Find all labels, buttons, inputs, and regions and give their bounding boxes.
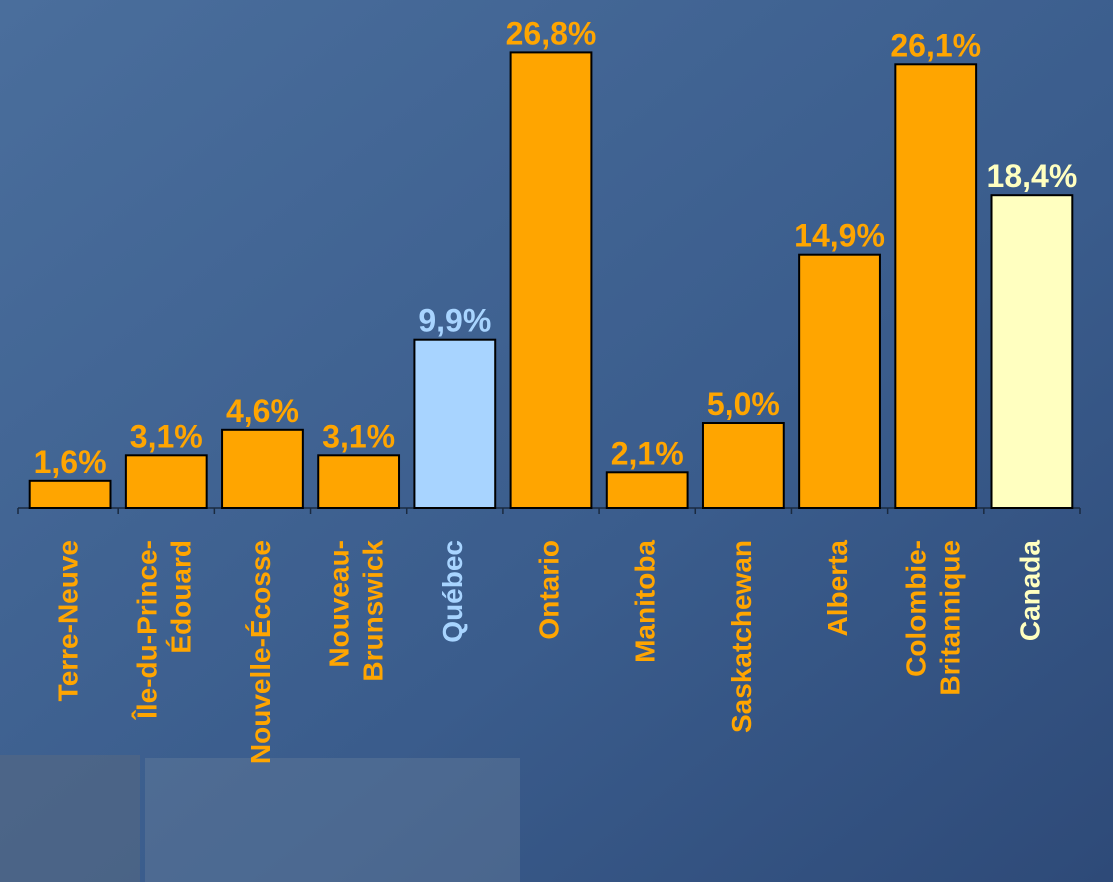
bar	[509, 51, 593, 510]
category-label: Colombie- Britannique	[901, 540, 966, 696]
bar	[701, 422, 785, 509]
bar	[990, 194, 1074, 509]
category-label: Alberta	[822, 540, 853, 637]
value-label: 26,1%	[890, 27, 981, 63]
value-label: 18,4%	[987, 158, 1078, 194]
bar	[798, 253, 881, 509]
value-label: 4,6%	[226, 393, 299, 429]
category-label: Manitoba	[630, 540, 661, 663]
value-label: 2,1%	[611, 435, 684, 471]
value-label: 5,0%	[707, 386, 780, 422]
value-label: 3,1%	[322, 418, 395, 454]
bar	[413, 338, 497, 510]
category-label: Ontario	[533, 540, 564, 640]
category-label: Québec	[437, 540, 468, 643]
bar	[894, 63, 978, 510]
bar	[317, 454, 401, 509]
photo-fragment	[145, 758, 520, 882]
value-label: 26,8%	[506, 15, 597, 51]
value-label: 1,6%	[34, 444, 107, 480]
category-label: Canada	[1014, 540, 1045, 642]
category-label: Île-du-Prince- Édouard	[132, 540, 197, 721]
category-label: Terre-Neuve	[52, 540, 83, 701]
category-label: Nouveau- Brunswick	[324, 540, 389, 682]
photo-fragment	[0, 755, 140, 882]
bar	[605, 471, 689, 509]
value-label: 9,9%	[418, 303, 491, 339]
value-label: 3,1%	[130, 418, 203, 454]
bar	[221, 428, 304, 509]
category-label: Nouvelle-Écosse	[245, 540, 276, 764]
value-label: 14,9%	[794, 218, 885, 254]
category-label: Saskatchewan	[726, 540, 757, 733]
bar	[28, 479, 112, 509]
bar	[124, 454, 208, 509]
